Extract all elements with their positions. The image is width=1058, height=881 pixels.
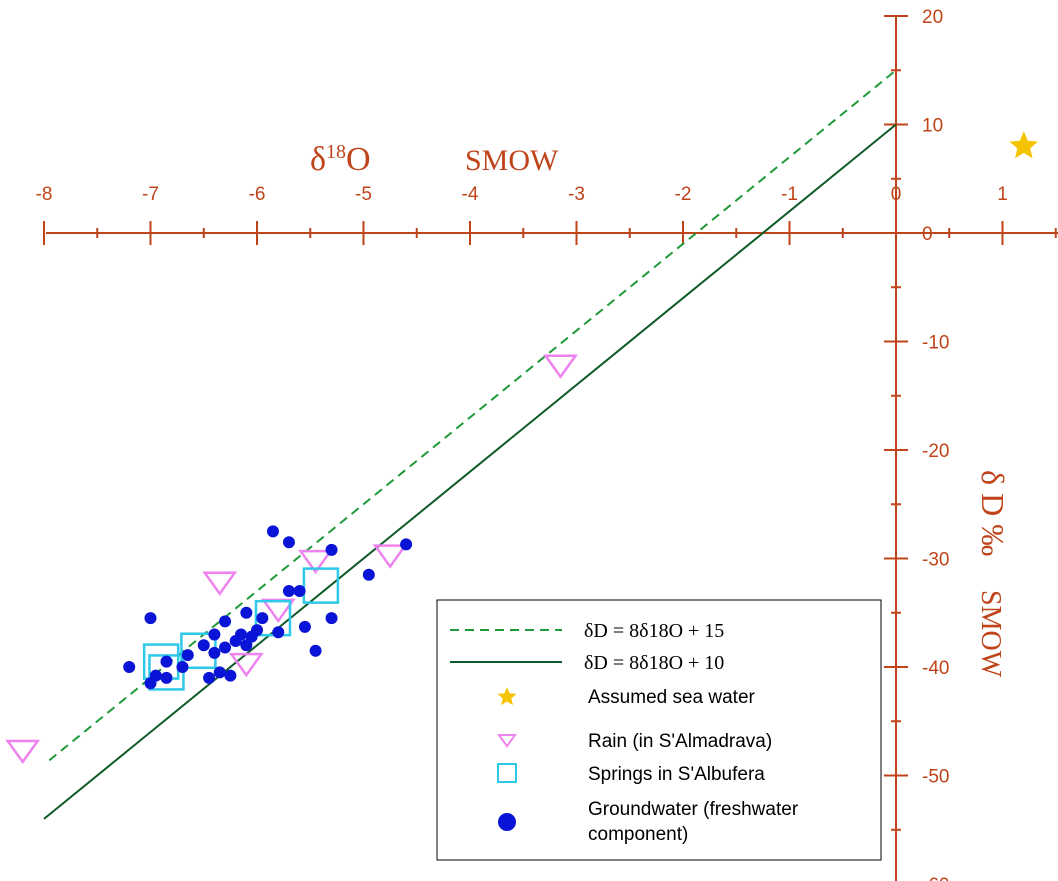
groundwater-point: [298, 620, 311, 633]
x-tick-label: -8: [36, 184, 53, 205]
y-tick-label: -50: [922, 767, 949, 788]
groundwater-point: [213, 666, 226, 679]
x-tick-label: -3: [568, 184, 585, 205]
groundwater-point: [197, 639, 210, 652]
groundwater-point: [208, 628, 221, 641]
groundwater-point: [266, 525, 279, 538]
groundwater-point: [240, 606, 253, 619]
meteoric-line-dashed: [48, 69, 897, 762]
y-tick-label: -30: [922, 550, 949, 571]
legend-triangle-icon: [497, 734, 517, 748]
meteoric-lines-group: [43, 69, 897, 820]
groundwater-point: [282, 585, 295, 598]
x-tick-label: 1: [997, 184, 1008, 205]
groundwater-point: [160, 671, 173, 684]
axes-group: -8-7-6-5-4-3-2-10120100-10-20-30-40-50-6…: [36, 7, 1058, 881]
y-axis-title: δ D ‰: [975, 470, 1011, 556]
groundwater-point: [203, 671, 216, 684]
groundwater-point: [224, 669, 237, 682]
groundwater-point: [272, 626, 285, 639]
groundwater-point: [219, 641, 232, 654]
y-axis-title-group: δ D ‰ SMOW: [975, 470, 1011, 678]
spring-point: [302, 567, 340, 604]
groundwater-point: [208, 646, 221, 659]
y-tick-label: 10: [922, 116, 943, 137]
groundwater-point: [400, 538, 413, 551]
x-tick-label: -7: [142, 184, 159, 205]
meteoric-line-solid: [43, 123, 897, 820]
legend-label-dashed: δD = 8δ18O + 15: [584, 620, 724, 642]
legend-label-sea-water: Assumed sea water: [588, 687, 756, 708]
groundwater-point: [309, 644, 322, 657]
groundwater-point: [325, 543, 338, 556]
groundwater-point: [229, 634, 242, 647]
groundwater-point: [144, 612, 157, 625]
rain-point: [260, 598, 296, 623]
groundwater-point: [245, 630, 258, 643]
groundwater-point: [219, 615, 232, 628]
groundwater-point: [293, 585, 306, 598]
legend-label-groundwater-line2: component): [588, 824, 688, 845]
legend-box: [436, 599, 882, 861]
y-tick-label: -20: [922, 441, 949, 462]
groundwater-point: [160, 655, 173, 668]
y-tick-label: 0: [922, 224, 933, 245]
y-tick-label: -10: [922, 333, 949, 354]
x-tick-label: -5: [355, 184, 372, 205]
y-tick-label: -60: [922, 875, 949, 881]
groundwater-point: [144, 677, 157, 690]
rain-point: [543, 354, 578, 379]
y-tick-label: 20: [922, 7, 943, 28]
groundwater-point: [123, 661, 136, 673]
rain-point: [372, 544, 408, 569]
groundwater-point: [282, 536, 295, 549]
rain-point: [228, 652, 264, 678]
groundwater-point: [325, 612, 338, 625]
groundwater-point: [240, 639, 253, 652]
x-axis-unit: SMOW: [465, 144, 559, 177]
y-tick-label: -40: [922, 658, 949, 679]
x-axis-title: δ18O: [310, 141, 371, 178]
legend-circle-icon: [498, 813, 516, 831]
spring-point: [254, 599, 292, 637]
legend-markers: [497, 687, 517, 831]
legend-square-icon: [497, 763, 517, 783]
legend-label-springs: Springs in S'Albufera: [588, 764, 765, 785]
legend-label-groundwater-line1: Groundwater (freshwater: [588, 799, 799, 820]
groundwater-point: [362, 568, 375, 581]
groundwater-point: [176, 661, 189, 673]
sea-water-point: [1009, 131, 1039, 159]
legend-label-rain: Rain (in S'Almadrava): [588, 731, 772, 752]
rain-point: [298, 549, 334, 575]
x-tick-label: -1: [781, 184, 798, 205]
legend-label-solid: δD = 8δ18O + 10: [584, 652, 724, 674]
y-axis-unit: SMOW: [975, 590, 1006, 678]
x-tick-label: -6: [249, 184, 266, 205]
groundwater-point: [181, 649, 194, 662]
x-tick-label: -4: [462, 184, 479, 205]
rain-point: [202, 571, 238, 596]
legend: δD = 8δ18O + 15 δD = 8δ18O + 10 Assumed …: [436, 599, 882, 861]
groundwater-point: [256, 612, 269, 625]
x-tick-label: -2: [675, 184, 692, 205]
data-points-group: [5, 131, 1039, 765]
rain-point: [5, 739, 41, 765]
legend-star-icon: [497, 687, 517, 706]
